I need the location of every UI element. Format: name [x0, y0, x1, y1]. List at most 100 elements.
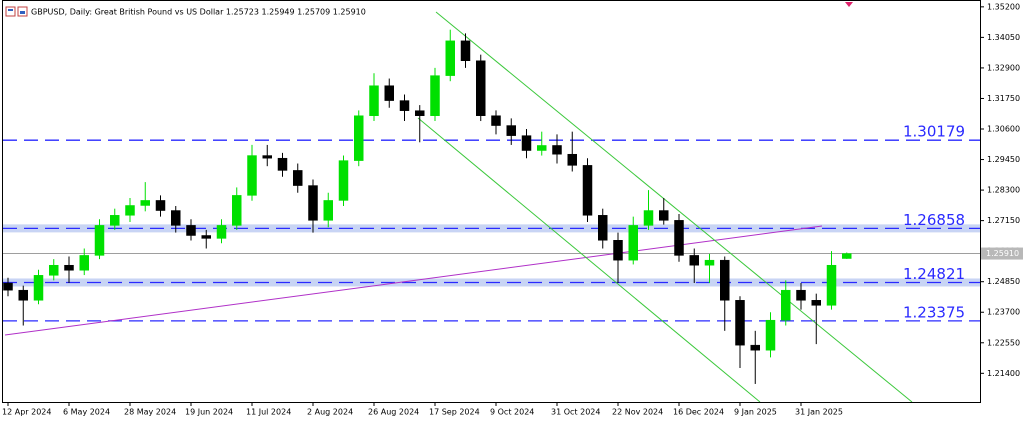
- channel-lower: [417, 117, 761, 403]
- candle-body: [33, 275, 44, 301]
- candle-body: [216, 225, 227, 239]
- candle-body: [430, 75, 440, 116]
- plot-frame: [2, 0, 981, 403]
- candle-body: [49, 264, 59, 276]
- y-tick-label: 1.23700: [987, 308, 1020, 317]
- candle-body: [613, 240, 623, 261]
- y-tick-label: 1.24850: [987, 277, 1020, 286]
- x-tick-label: 16 Dec 2024: [673, 408, 724, 417]
- candle-body: [323, 200, 333, 221]
- level-label: 1.23375: [903, 303, 965, 321]
- candle-body: [201, 235, 211, 239]
- candle-body: [750, 344, 760, 351]
- x-tick-label: 31 Oct 2024: [551, 408, 600, 417]
- price-label: 1.25910: [986, 249, 1019, 258]
- candle-body: [582, 165, 593, 216]
- x-tick-label: 31 Jan 2025: [795, 408, 843, 417]
- candle-body: [171, 210, 181, 226]
- candle-body: [735, 300, 745, 346]
- candle-body: [186, 225, 196, 236]
- candle-body: [140, 200, 150, 206]
- candle-body: [506, 125, 516, 136]
- x-tick-label: 28 May 2024: [124, 408, 176, 417]
- candle-body: [110, 215, 120, 226]
- y-tick-label: 1.28300: [987, 186, 1020, 195]
- candle-body: [308, 185, 318, 221]
- y-tick-label: 1.22550: [987, 338, 1020, 347]
- y-tick-label: 1.34050: [987, 33, 1020, 42]
- candle-body: [811, 300, 821, 306]
- candle-body: [293, 170, 303, 186]
- candle-body: [94, 225, 105, 256]
- x-tick-label: 12 Apr 2024: [2, 408, 51, 417]
- channel-upper: [435, 11, 913, 403]
- candle-body: [277, 157, 288, 171]
- candle-body: [491, 115, 501, 126]
- y-tick-label: 1.32900: [987, 63, 1020, 72]
- chart-title: GBPUSD, Daily: Great British Pound vs US…: [31, 8, 366, 17]
- candle-body: [674, 220, 684, 256]
- y-tick-label: 1.30600: [987, 125, 1020, 134]
- candle-body: [765, 319, 776, 351]
- candle-body: [689, 255, 699, 266]
- y-tick-label: 1.27150: [987, 216, 1020, 225]
- candle-body: [460, 40, 471, 62]
- level-label: 1.30179: [903, 123, 965, 141]
- y-tick-label: 1.35200: [987, 2, 1020, 11]
- candle-body: [781, 289, 791, 321]
- back-layer: [3, 139, 980, 322]
- candle-body: [415, 110, 425, 116]
- x-tick-label: 9 Jan 2025: [734, 408, 777, 417]
- y-tick-label: 1.29450: [987, 155, 1020, 164]
- candle-body: [628, 225, 638, 261]
- candle-body: [64, 264, 74, 271]
- front-layer: 1.35200 1.34050 1.32900 1.31750 1.30600 1.294…: [2, 2, 1023, 417]
- level-label: 1.24821: [903, 265, 965, 283]
- candle-body: [445, 40, 455, 76]
- x-tick-label: 6 May 2024: [63, 408, 110, 417]
- y-tick-label: 1.31750: [987, 94, 1020, 103]
- candle-body: [369, 85, 379, 116]
- candle-body: [338, 160, 349, 201]
- level-label: 1.26858: [903, 211, 965, 229]
- candle-body: [399, 100, 410, 111]
- x-tick-label: 19 Jun 2024: [185, 408, 233, 417]
- x-tick-label: 9 Oct 2024: [490, 408, 534, 417]
- candle-body: [842, 253, 852, 259]
- candle-body: [659, 210, 669, 221]
- candle-body: [720, 259, 730, 301]
- candle-body: [704, 259, 715, 266]
- x-tick-label: 26 Aug 2024: [368, 408, 419, 417]
- candle-body: [598, 215, 608, 241]
- x-tick-label: 22 Nov 2024: [612, 408, 663, 417]
- candle-body: [476, 60, 486, 116]
- trend-line: [4, 225, 823, 336]
- y-tick-label: 1.21400: [987, 369, 1020, 378]
- candle-body: [384, 85, 394, 101]
- candle-body: [262, 155, 272, 159]
- candle-body: [552, 145, 562, 155]
- x-tick-label: 2 Aug 2024: [307, 408, 353, 417]
- candle-body: [155, 200, 166, 211]
- candle-body: [796, 289, 806, 301]
- candle-body: [537, 145, 547, 151]
- marker: [845, 2, 853, 7]
- candle-body: [567, 153, 577, 166]
- x-tick-label: 17 Sep 2024: [429, 408, 480, 417]
- icon-part: [8, 9, 13, 11]
- icon: [5, 6, 16, 17]
- candle-body: [354, 115, 364, 161]
- candle-body: [643, 210, 654, 226]
- candle-body: [826, 264, 837, 306]
- x-tick-label: 11 Jul 2024: [246, 408, 291, 417]
- candle-body: [247, 155, 257, 196]
- candle-body: [232, 195, 242, 226]
- candle-body: [125, 205, 135, 216]
- icon-part: [20, 11, 25, 14]
- candle-body: [3, 282, 13, 291]
- candle-body: [79, 255, 89, 271]
- price-box: [981, 247, 1023, 260]
